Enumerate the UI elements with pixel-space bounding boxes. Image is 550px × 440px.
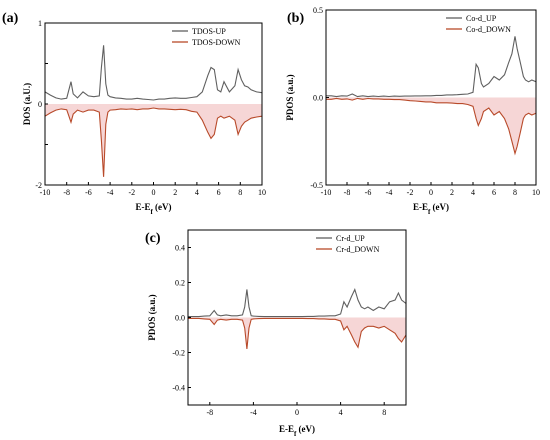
x-axis-label: E-Ef (eV): [413, 202, 449, 216]
x-tick-label: -8: [63, 188, 70, 197]
x-tick-label: -8: [344, 188, 351, 197]
x-tick-label: -4: [386, 188, 393, 197]
legend-entry: Co-d_DOWN: [466, 25, 511, 34]
x-tick-label: -6: [85, 188, 92, 197]
y-axis-label: DOS (a.U.): [22, 83, 32, 125]
legend-entry: Cr-d_DOWN: [336, 245, 380, 254]
x-tick-label: 4: [195, 188, 199, 197]
down-series-fill: [45, 104, 262, 177]
y-tick-label: 0.0: [313, 94, 323, 103]
x-axis-label: E-Ef (eV): [279, 424, 315, 438]
x-tick-label: -2: [407, 188, 414, 197]
y-tick-label: 0.0: [175, 314, 185, 323]
x-tick-label: 4: [471, 188, 475, 197]
series-line-tdos-down: [44, 107, 263, 177]
y-tick-label: 0.4: [175, 244, 185, 253]
y-tick-label: 0: [38, 100, 42, 109]
x-tick-label: 0: [295, 408, 299, 417]
series-line-cr-d-down: [188, 317, 407, 350]
x-tick-label: 6: [492, 188, 496, 197]
x-tick-label: 4: [339, 408, 343, 417]
panel-label: (a): [2, 11, 19, 26]
x-tick-label: 2: [173, 188, 177, 197]
x-tick-label: 10: [258, 188, 266, 197]
y-axis-label: PDOS (a.u.): [147, 294, 157, 340]
x-tick-label: -8: [206, 408, 213, 417]
x-tick-label: -6: [365, 188, 372, 197]
x-tick-label: 8: [513, 188, 517, 197]
x-tick-label: -4: [250, 408, 257, 417]
series-line-co-d-up: [326, 36, 537, 98]
y-tick-label: 0.2: [175, 279, 185, 288]
y-tick-label: 0.5: [313, 6, 323, 15]
y-tick-label: -2: [35, 181, 42, 190]
panel-label: (c): [145, 231, 161, 246]
legend-entry: Co-d_UP: [466, 14, 497, 23]
panel-label: (b): [287, 11, 304, 26]
series-line-co-d-down: [326, 97, 537, 156]
y-tick-label: -0.5: [310, 181, 323, 190]
x-tick-label: 10: [532, 188, 540, 197]
series-line-tdos-up: [44, 45, 263, 101]
y-tick-label: -0.4: [172, 384, 185, 393]
legend-entry: Cr-d_UP: [336, 234, 365, 243]
down-series-fill: [188, 317, 406, 349]
x-tick-label: -10: [321, 188, 332, 197]
x-tick-label: 2: [450, 188, 454, 197]
x-tick-label: 8: [238, 188, 242, 197]
x-tick-label: 0: [152, 188, 156, 197]
panel-b: (b) -10 -8 -6 -4 -2 0 2 4 6 8 10 -0.5 0.0 0.5 E-Ef (eV)…: [285, 6, 540, 216]
y-axis-label: PDOS (a.u.): [285, 74, 295, 120]
x-tick-label: 0: [429, 188, 433, 197]
x-tick-label: -10: [40, 188, 51, 197]
y-tick-label: -0.2: [172, 349, 185, 358]
x-axis-label: E-Ef (eV): [135, 202, 171, 216]
legend-entry: TDOS-UP: [192, 27, 226, 36]
x-tick-label: -2: [128, 188, 135, 197]
legend-entry: TDOS-DOWN: [192, 38, 241, 47]
panel-c: (c) -8 -4 0 4 8 -0.4 -0.2 0.0 0.2 0.4 E-Ef (eV) PDOS…: [145, 229, 407, 438]
down-series-fill: [326, 97, 536, 154]
x-tick-label: -4: [107, 188, 114, 197]
y-tick-label: 1: [38, 19, 42, 28]
x-tick-label: 6: [217, 188, 221, 197]
x-tick-label: 8: [382, 408, 386, 417]
series-line-cr-d-up: [188, 287, 407, 318]
panel-a: (a) -10 -8 -6 -4 -2 0 2 4 6 8 10 -2 0 1 E-Ef (eV) DOS (a…: [2, 11, 266, 216]
